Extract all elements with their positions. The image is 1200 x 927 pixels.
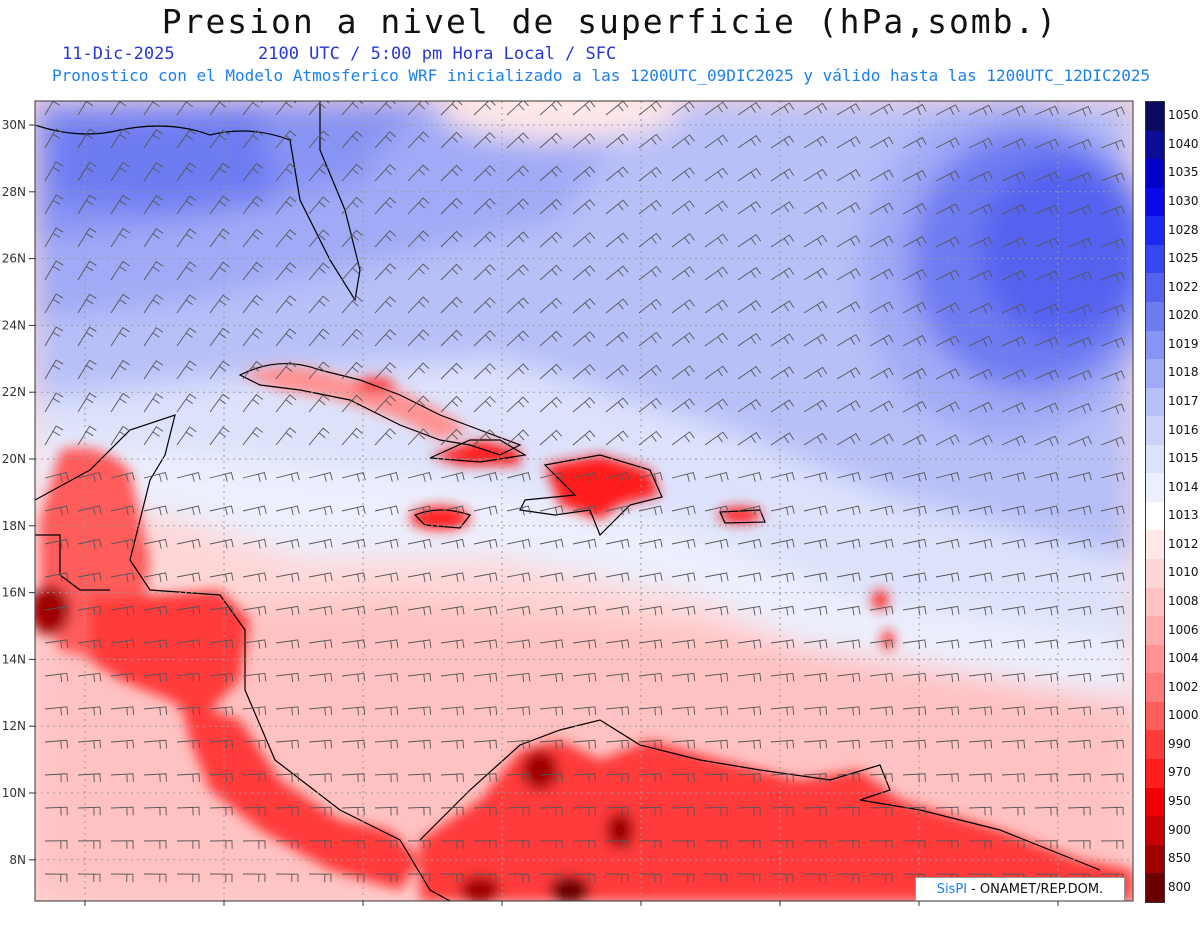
colorbar-swatch bbox=[1146, 159, 1164, 188]
colorbar-label: 1002 bbox=[1168, 679, 1199, 694]
colorbar-swatch bbox=[1146, 616, 1164, 645]
colorbar-label: 800 bbox=[1168, 879, 1191, 894]
forecast-time: 2100 UTC / 5:00 pm Hora Local / SFC bbox=[258, 44, 617, 64]
colorbar-label: 1012 bbox=[1168, 536, 1199, 551]
colorbar-label: 1050 bbox=[1168, 108, 1199, 123]
colorbar-swatch bbox=[1146, 330, 1164, 360]
lat-label: 18N bbox=[2, 519, 26, 533]
colorbar-label: 1015 bbox=[1168, 451, 1199, 466]
lat-label: 12N bbox=[2, 719, 26, 733]
colorbar-swatch bbox=[1146, 873, 1164, 902]
colorbar-label: 1016 bbox=[1168, 422, 1199, 437]
colorbar-label: 900 bbox=[1168, 822, 1191, 837]
colorbar-swatch bbox=[1146, 130, 1164, 160]
forecast-date: 11-Dic-2025 bbox=[62, 44, 175, 64]
lat-label: 26N bbox=[2, 252, 26, 266]
colorbar-label: 1000 bbox=[1168, 708, 1199, 723]
colorbar-swatch bbox=[1146, 444, 1164, 474]
lat-label: 8N bbox=[9, 853, 26, 867]
colorbar-label: 1025 bbox=[1168, 251, 1199, 266]
colorbar-swatch bbox=[1146, 844, 1164, 874]
colorbar-label: 1006 bbox=[1168, 622, 1199, 637]
colorbar-label: 1030 bbox=[1168, 194, 1199, 208]
colorbar-label: 1004 bbox=[1168, 651, 1199, 666]
colorbar-swatch bbox=[1146, 559, 1164, 588]
colorbar-swatch bbox=[1146, 387, 1164, 417]
lat-label: 14N bbox=[2, 652, 26, 666]
lat-label: 30N bbox=[2, 118, 26, 132]
pressure-colorbar bbox=[1145, 101, 1165, 903]
colorbar-swatch bbox=[1146, 530, 1164, 559]
colorbar-label: 850 bbox=[1168, 851, 1191, 866]
credit-text: - ONAMET/REP.DOM. bbox=[971, 881, 1104, 897]
colorbar-label: 1013 bbox=[1168, 508, 1199, 523]
lat-label: 16N bbox=[2, 586, 26, 600]
colorbar-swatch bbox=[1146, 644, 1164, 674]
colorbar-label: 950 bbox=[1168, 794, 1191, 808]
lat-label: 20N bbox=[2, 452, 26, 466]
colorbar-label: 1022 bbox=[1168, 279, 1199, 294]
colorbar-swatch bbox=[1146, 816, 1164, 845]
colorbar-label: 1008 bbox=[1168, 594, 1199, 608]
lat-label: 22N bbox=[2, 385, 26, 399]
colorbar-label: 970 bbox=[1168, 765, 1191, 780]
colorbar-label: 1040 bbox=[1168, 136, 1199, 151]
pressure-map: 30N28N26N24N22N20N18N16N14N12N10N8N90W85… bbox=[2, 100, 1134, 906]
colorbar-swatch bbox=[1146, 501, 1164, 531]
colorbar-swatch bbox=[1146, 416, 1164, 445]
colorbar-swatch bbox=[1146, 730, 1164, 759]
colorbar-label: 1020 bbox=[1168, 308, 1199, 323]
colorbar-swatch bbox=[1146, 673, 1164, 702]
lat-label: 10N bbox=[2, 786, 26, 800]
lat-label: 28N bbox=[2, 185, 26, 199]
colorbar-swatch bbox=[1146, 187, 1164, 217]
colorbar-swatch bbox=[1146, 701, 1164, 731]
colorbar-swatch bbox=[1146, 359, 1164, 388]
colorbar-swatch bbox=[1146, 758, 1164, 788]
colorbar-swatch bbox=[1146, 473, 1164, 502]
colorbar-swatch bbox=[1146, 102, 1164, 131]
colorbar-swatch bbox=[1146, 244, 1164, 274]
colorbar-label: 1019 bbox=[1168, 336, 1199, 351]
colorbar-label: 990 bbox=[1168, 736, 1191, 751]
colorbar-swatch bbox=[1146, 587, 1164, 617]
lat-label: 24N bbox=[2, 318, 26, 332]
colorbar-label: 1017 bbox=[1168, 394, 1199, 408]
colorbar-swatch bbox=[1146, 787, 1164, 817]
map-title: Presion a nivel de superficie (hPa,somb.… bbox=[161, 2, 1059, 41]
colorbar-label: 1014 bbox=[1168, 479, 1199, 494]
colorbar-label: 1035 bbox=[1168, 165, 1199, 180]
credit-box: SisPI - ONAMET/REP.DOM. bbox=[915, 877, 1125, 901]
colorbar-swatch bbox=[1146, 216, 1164, 245]
colorbar-label: 1028 bbox=[1168, 222, 1199, 237]
colorbar-label: 1018 bbox=[1168, 365, 1199, 380]
colorbar-swatch bbox=[1146, 301, 1164, 331]
forecast-description: Pronostico con el Modelo Atmosferico WRF… bbox=[52, 66, 1151, 85]
colorbar-swatch bbox=[1146, 273, 1164, 302]
colorbar-label: 1010 bbox=[1168, 565, 1199, 580]
sispi-logo: SisPI bbox=[936, 881, 968, 897]
